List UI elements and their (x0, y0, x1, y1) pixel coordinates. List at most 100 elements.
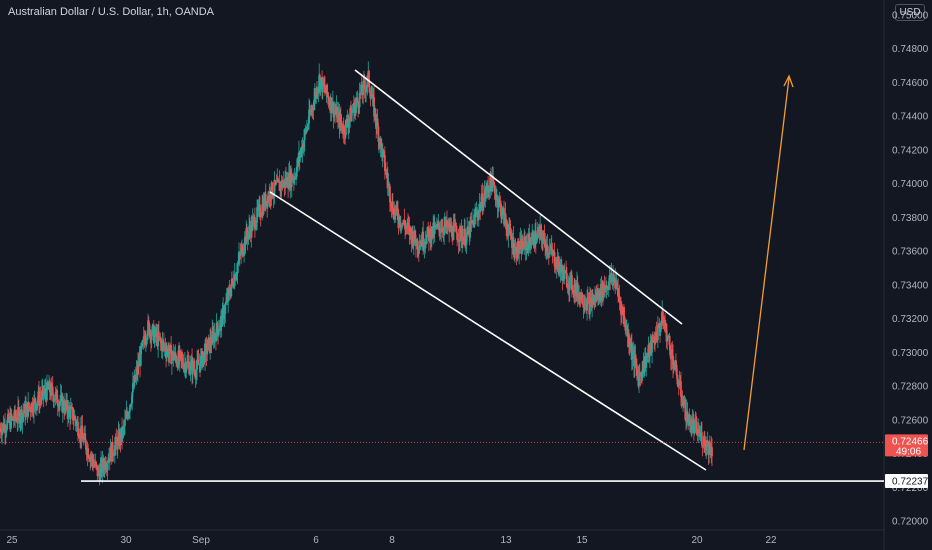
candle (356, 90, 359, 103)
candle (106, 460, 109, 480)
candle (161, 331, 164, 360)
candle (403, 208, 406, 227)
candle (571, 271, 573, 298)
candle (4, 426, 7, 445)
candle (534, 219, 537, 254)
candle (344, 119, 347, 139)
candle (628, 335, 631, 356)
candle (678, 370, 681, 390)
candle (358, 82, 361, 114)
candle (433, 214, 436, 243)
candle (18, 406, 21, 428)
candle (548, 238, 551, 258)
currency-button[interactable]: USD (895, 4, 925, 21)
candle (21, 412, 24, 435)
candle (429, 221, 432, 251)
candle (686, 402, 689, 424)
candle (197, 349, 200, 366)
candle (9, 408, 12, 432)
candle (517, 237, 520, 258)
candle (376, 108, 379, 128)
candle (89, 453, 92, 471)
time-tick-label: 6 (313, 535, 319, 546)
candle (414, 229, 417, 243)
support-level-badge: 0.72237 (885, 474, 929, 489)
candle (525, 235, 528, 260)
candle (699, 425, 702, 441)
candle (636, 358, 638, 381)
candle (27, 401, 30, 411)
candle (322, 77, 325, 87)
candle (452, 213, 455, 241)
candle (50, 377, 53, 401)
candle (559, 259, 562, 283)
candle (589, 286, 591, 321)
candle (498, 196, 500, 212)
candle (186, 355, 188, 371)
candle (92, 453, 95, 472)
candle (658, 317, 661, 336)
price-tick-label: 0.74200 (892, 145, 929, 156)
candle (184, 357, 187, 379)
candle (334, 103, 336, 124)
candles-layer (0, 61, 713, 486)
candle (669, 335, 672, 358)
price-tick-label: 0.73000 (892, 348, 929, 359)
candle (464, 219, 466, 249)
channel-lower-line[interactable] (269, 191, 707, 471)
candle (348, 117, 351, 133)
candle (121, 425, 124, 442)
candle (170, 352, 173, 376)
candle (695, 416, 698, 436)
candle (230, 287, 232, 299)
candle (259, 208, 262, 227)
candle (606, 285, 609, 296)
candle (305, 119, 308, 134)
candle (269, 186, 271, 208)
candle (92, 454, 95, 468)
candle (159, 332, 162, 351)
candle (389, 183, 391, 213)
candle (102, 454, 105, 477)
candle (381, 142, 384, 168)
candle (175, 353, 178, 368)
candle (252, 213, 255, 227)
time-axis[interactable]: 25 30 Sep 6 8 13 15 20 22 (6, 535, 777, 546)
candle (209, 327, 212, 354)
candle (576, 275, 579, 307)
candle (665, 323, 668, 349)
candle (247, 231, 250, 245)
candle (38, 387, 41, 414)
candle (455, 222, 458, 234)
candle (618, 284, 621, 311)
candle (185, 366, 188, 379)
candle (255, 221, 258, 231)
candle (31, 396, 34, 417)
candle (311, 105, 314, 119)
candle (663, 315, 666, 332)
candle (219, 316, 222, 339)
candle (303, 127, 306, 152)
candle (204, 339, 206, 371)
candle (610, 262, 613, 286)
projection-arrow[interactable] (743, 77, 790, 451)
candle (46, 374, 48, 403)
candle (617, 278, 620, 303)
candle (581, 291, 583, 305)
candle (33, 394, 35, 424)
candle (56, 394, 59, 416)
candle (124, 409, 126, 435)
channel-upper-line[interactable] (354, 69, 683, 325)
candle (494, 185, 497, 207)
candle (565, 260, 568, 274)
candle (565, 266, 568, 289)
price-axis[interactable]: 0.720000.722000.724000.726000.728000.730… (885, 11, 929, 528)
candle (386, 167, 389, 196)
time-tick-label: 8 (389, 535, 395, 546)
candle (708, 435, 711, 452)
candle (389, 198, 392, 212)
last-price-label: 0.72466 (892, 436, 929, 447)
candle (700, 421, 703, 448)
candle (482, 185, 485, 211)
